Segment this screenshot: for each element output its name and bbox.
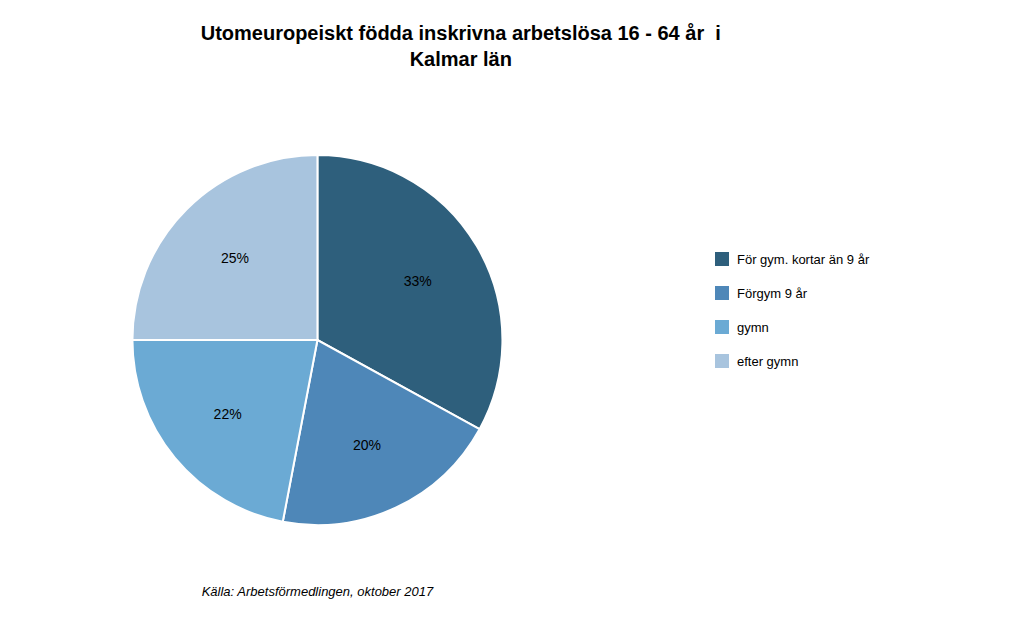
pie <box>132 155 502 525</box>
legend-swatch <box>715 354 729 368</box>
legend-item: gymn <box>715 320 769 335</box>
legend-swatch <box>715 252 729 266</box>
legend-swatch <box>715 320 729 334</box>
legend-label: För gym. kortar än 9 år <box>737 252 870 267</box>
title-line: Kalmar län <box>410 48 512 70</box>
data-labels: 33% 20% 22% 25% <box>214 250 432 454</box>
data-label: 22% <box>214 406 242 422</box>
legend-item: efter gymn <box>715 354 798 369</box>
slice <box>132 155 317 340</box>
source-note: Källa: Arbetsförmedlingen, oktober 2017 <box>202 584 434 599</box>
data-label: 20% <box>353 437 381 453</box>
slice <box>132 340 317 522</box>
legend-swatch <box>715 286 729 300</box>
legend-item: För gym. kortar än 9 år <box>715 252 870 267</box>
legend: För gym. kortar än 9 år Förgym 9 år gymn ef… <box>715 252 870 369</box>
legend-label: gymn <box>737 320 769 335</box>
legend-label: Förgym 9 år <box>737 286 808 301</box>
legend-label: efter gymn <box>737 354 798 369</box>
legend-item: Förgym 9 år <box>715 286 808 301</box>
data-label: 25% <box>221 250 249 266</box>
chart: Utomeuropeiskt födda inskrivna arbetslös… <box>0 0 1024 620</box>
data-label: 33% <box>404 273 432 289</box>
title: Utomeuropeiskt födda inskrivna arbetslös… <box>201 22 721 70</box>
title-line: Utomeuropeiskt födda inskrivna arbetslös… <box>201 22 721 44</box>
